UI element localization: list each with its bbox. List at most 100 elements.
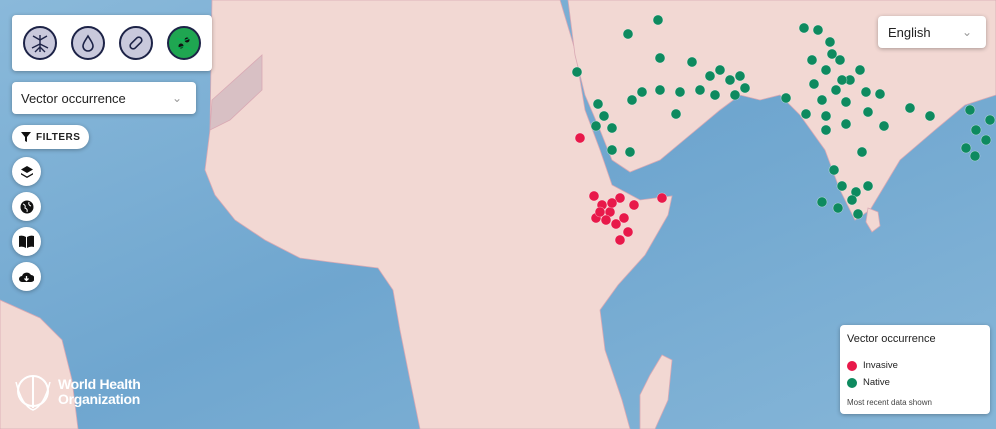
native-occurrence-marker[interactable] <box>852 208 864 220</box>
native-occurrence-marker[interactable] <box>624 146 636 158</box>
native-occurrence-marker[interactable] <box>709 89 721 101</box>
native-occurrence-marker[interactable] <box>874 88 886 100</box>
filters-button[interactable]: FILTERS <box>12 125 90 149</box>
legend-label: Invasive <box>863 360 898 371</box>
native-occurrence-marker[interactable] <box>571 66 583 78</box>
native-occurrence-marker[interactable] <box>854 64 866 76</box>
mosquito-icon <box>31 35 49 53</box>
cloud-download-icon <box>19 272 34 282</box>
native-occurrence-marker[interactable] <box>780 92 792 104</box>
native-occurrence-marker[interactable] <box>808 78 820 90</box>
filters-label: FILTERS <box>36 131 81 143</box>
native-occurrence-marker[interactable] <box>598 110 610 122</box>
native-occurrence-marker[interactable] <box>984 114 996 126</box>
native-occurrence-marker[interactable] <box>862 180 874 192</box>
native-occurrence-marker[interactable] <box>806 54 818 66</box>
native-occurrence-marker[interactable] <box>830 84 842 96</box>
native-occurrence-marker[interactable] <box>654 84 666 96</box>
invasive-occurrence-marker[interactable] <box>594 206 606 218</box>
who-line2: Organization <box>58 391 140 407</box>
book-icon <box>19 235 34 248</box>
native-occurrence-marker[interactable] <box>970 124 982 136</box>
pill-icon <box>129 36 143 50</box>
native-occurrence-marker[interactable] <box>824 36 836 48</box>
native-occurrence-marker[interactable] <box>964 104 976 116</box>
native-occurrence-marker[interactable] <box>860 86 872 98</box>
native-occurrence-marker[interactable] <box>590 120 602 132</box>
native-occurrence-marker[interactable] <box>798 22 810 34</box>
native-occurrence-marker[interactable] <box>904 102 916 114</box>
native-occurrence-marker[interactable] <box>622 28 634 40</box>
invasive-occurrence-marker[interactable] <box>618 212 630 224</box>
native-occurrence-marker[interactable] <box>834 54 846 66</box>
native-occurrence-marker[interactable] <box>674 86 686 98</box>
invasive-occurrence-marker[interactable] <box>628 199 640 211</box>
native-occurrence-marker[interactable] <box>724 74 736 86</box>
native-occurrence-marker[interactable] <box>626 94 638 106</box>
native-occurrence-marker[interactable] <box>636 86 648 98</box>
native-occurrence-marker[interactable] <box>878 120 890 132</box>
invasive-dot-icon <box>847 360 857 371</box>
invasive-occurrence-marker[interactable] <box>656 192 668 204</box>
native-occurrence-marker[interactable] <box>606 122 618 134</box>
native-occurrence-marker[interactable] <box>800 108 812 120</box>
native-occurrence-marker[interactable] <box>739 82 751 94</box>
native-occurrence-marker[interactable] <box>820 124 832 136</box>
layers-button[interactable] <box>12 157 41 186</box>
invasive-occurrence-marker[interactable] <box>588 190 600 202</box>
native-occurrence-marker[interactable] <box>670 108 682 120</box>
native-occurrence-marker[interactable] <box>846 194 858 206</box>
native-occurrence-marker[interactable] <box>856 146 868 158</box>
native-occurrence-marker[interactable] <box>820 64 832 76</box>
drop-button[interactable] <box>71 26 105 60</box>
native-occurrence-marker[interactable] <box>960 142 972 154</box>
native-occurrence-marker[interactable] <box>694 84 706 96</box>
legend-item-invasive: Invasive <box>847 357 983 374</box>
native-occurrence-marker[interactable] <box>828 164 840 176</box>
native-occurrence-marker[interactable] <box>734 70 746 82</box>
native-occurrence-marker[interactable] <box>812 24 824 36</box>
globe-button[interactable] <box>12 192 41 221</box>
native-occurrence-marker[interactable] <box>832 202 844 214</box>
native-occurrence-marker[interactable] <box>704 70 716 82</box>
invasive-occurrence-marker[interactable] <box>574 132 586 144</box>
legend-label: Native <box>863 377 890 388</box>
native-occurrence-marker[interactable] <box>969 150 981 162</box>
invasive-occurrence-marker[interactable] <box>614 192 626 204</box>
download-button[interactable] <box>12 262 41 291</box>
invasive-occurrence-marker[interactable] <box>622 226 634 238</box>
invasive-occurrence-marker[interactable] <box>600 214 612 226</box>
native-occurrence-marker[interactable] <box>729 89 741 101</box>
native-occurrence-marker[interactable] <box>654 52 666 64</box>
native-occurrence-marker[interactable] <box>816 94 828 106</box>
land-western-sahara <box>209 54 263 131</box>
native-occurrence-marker[interactable] <box>592 98 604 110</box>
vector-map-icon <box>176 36 192 51</box>
native-occurrence-marker[interactable] <box>652 14 664 26</box>
native-occurrence-marker[interactable] <box>840 96 852 108</box>
native-occurrence-marker[interactable] <box>836 74 848 86</box>
native-occurrence-marker[interactable] <box>836 180 848 192</box>
pill-button[interactable] <box>119 26 153 60</box>
language-select[interactable]: English ⌄ <box>878 16 986 48</box>
native-occurrence-marker[interactable] <box>980 134 992 146</box>
mosquito-button[interactable] <box>23 26 57 60</box>
native-occurrence-marker[interactable] <box>686 56 698 68</box>
native-occurrence-marker[interactable] <box>840 118 852 130</box>
native-occurrence-marker[interactable] <box>714 64 726 76</box>
native-occurrence-marker[interactable] <box>924 110 936 122</box>
native-occurrence-marker[interactable] <box>816 196 828 208</box>
native-occurrence-marker[interactable] <box>862 106 874 118</box>
legend-title: Vector occurrence <box>847 333 936 345</box>
layer-select[interactable]: Vector occurrence ⌄ <box>12 82 196 114</box>
book-button[interactable] <box>12 227 41 256</box>
native-occurrence-marker[interactable] <box>606 144 618 156</box>
who-logo: World Health Organization <box>12 372 141 412</box>
invasive-occurrence-marker[interactable] <box>610 218 622 230</box>
invasive-occurrence-marker[interactable] <box>614 234 626 246</box>
native-occurrence-marker[interactable] <box>826 48 838 60</box>
vector-map-button[interactable] <box>167 26 201 60</box>
invasive-occurrence-marker[interactable] <box>606 197 618 209</box>
native-occurrence-marker[interactable] <box>820 110 832 122</box>
who-emblem-icon <box>15 375 51 411</box>
